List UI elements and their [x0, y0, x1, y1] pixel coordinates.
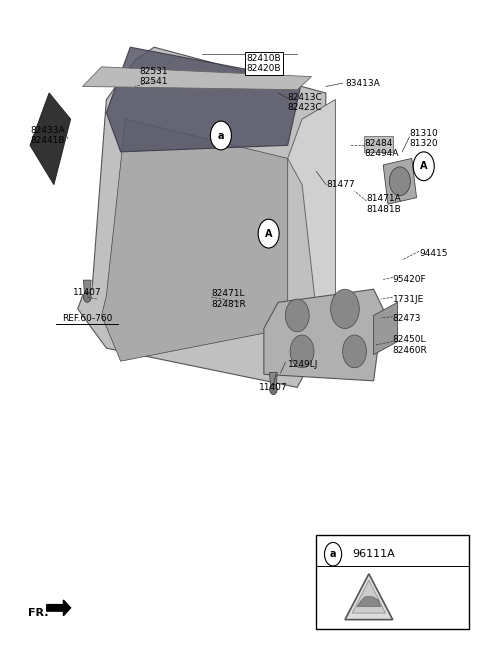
Polygon shape	[383, 158, 417, 204]
Circle shape	[285, 299, 309, 332]
Text: a: a	[217, 131, 224, 141]
Text: 82413C
82423C: 82413C 82423C	[288, 93, 323, 112]
Text: 96111A: 96111A	[352, 549, 395, 559]
FancyBboxPatch shape	[316, 535, 469, 629]
Polygon shape	[107, 47, 302, 152]
Text: 82484
82494A: 82484 82494A	[364, 139, 398, 158]
Text: 83413A: 83413A	[345, 79, 380, 87]
Polygon shape	[288, 99, 336, 355]
Text: 1249LJ: 1249LJ	[288, 360, 318, 369]
Polygon shape	[47, 600, 71, 616]
Text: FR.: FR.	[28, 608, 48, 618]
Text: 82471L
82481R: 82471L 82481R	[211, 289, 246, 309]
Text: REF.60-760: REF.60-760	[62, 314, 112, 323]
Text: 1731JE: 1731JE	[393, 294, 424, 304]
Circle shape	[389, 167, 410, 196]
Circle shape	[84, 292, 91, 302]
Polygon shape	[102, 119, 288, 361]
Circle shape	[210, 121, 231, 150]
Text: 94415: 94415	[419, 249, 447, 258]
Text: A: A	[420, 161, 428, 171]
Text: 82433A
82441B: 82433A 82441B	[30, 125, 65, 145]
Polygon shape	[357, 597, 381, 606]
Circle shape	[324, 543, 342, 566]
Polygon shape	[373, 302, 397, 355]
Polygon shape	[352, 580, 385, 613]
Text: 82473: 82473	[393, 314, 421, 323]
Polygon shape	[83, 67, 312, 90]
Text: 11407: 11407	[259, 383, 288, 392]
Polygon shape	[345, 574, 393, 620]
Circle shape	[258, 219, 279, 248]
Text: A: A	[265, 229, 272, 238]
Text: 82410B
82420B: 82410B 82420B	[247, 54, 281, 73]
Text: 95420F: 95420F	[393, 275, 426, 284]
Circle shape	[413, 152, 434, 181]
Text: 81471A
81481B: 81471A 81481B	[366, 194, 401, 214]
Text: 81310
81320: 81310 81320	[409, 129, 438, 148]
Circle shape	[343, 335, 366, 368]
Polygon shape	[84, 280, 91, 295]
Polygon shape	[264, 289, 383, 381]
Text: 11407: 11407	[73, 288, 102, 297]
Polygon shape	[270, 373, 277, 388]
Polygon shape	[364, 135, 393, 152]
Text: a: a	[330, 549, 336, 559]
Polygon shape	[30, 93, 71, 185]
Polygon shape	[78, 47, 326, 388]
Text: 82450L
82460R: 82450L 82460R	[393, 335, 428, 355]
Circle shape	[331, 289, 360, 328]
Circle shape	[290, 335, 314, 368]
Circle shape	[270, 384, 277, 395]
Text: 82531
82541: 82531 82541	[140, 67, 168, 86]
Text: 81477: 81477	[326, 180, 355, 189]
